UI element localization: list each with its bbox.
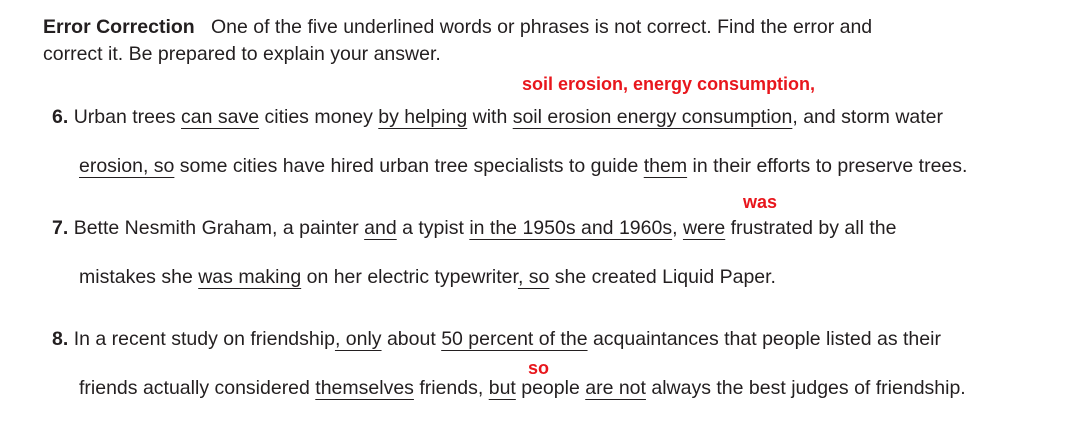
item-8-text: about bbox=[381, 328, 442, 350]
item-8-number: 8. bbox=[52, 328, 69, 350]
item-6-text: cities money bbox=[259, 106, 379, 128]
item-7-text: mistakes she bbox=[79, 266, 199, 288]
item-7-line-1: 7. Bette Nesmith Graham, a painter and a… bbox=[52, 216, 896, 240]
item-6-text: some cities have hired urban tree specia… bbox=[174, 155, 644, 177]
instructions-text-2: correct it. Be prepared to explain your … bbox=[43, 43, 441, 65]
item-6-underline-3: soil erosion energy consumption bbox=[512, 106, 793, 128]
item-6-correction: soil erosion, energy consumption, bbox=[522, 74, 816, 94]
item-7-text: a typist bbox=[396, 217, 470, 239]
item-8-underline-3: themselves bbox=[315, 377, 414, 399]
item-8-text: acquaintances that people listed as thei… bbox=[587, 328, 941, 350]
item-6-line-1: 6. Urban trees can save cities money by … bbox=[52, 105, 943, 129]
item-7-text: on her electric typewriter bbox=[301, 266, 518, 288]
item-7-text: , bbox=[672, 217, 683, 239]
item-7-correction: was bbox=[743, 192, 778, 212]
item-8-line-1: 8. In a recent study on friendship, only… bbox=[52, 327, 941, 351]
item-6-line-2: erosion, so some cities have hired urban… bbox=[79, 154, 967, 178]
item-8-text: In a recent study on friendship bbox=[73, 328, 335, 350]
item-7-line-2: mistakes she was making on her electric … bbox=[79, 265, 776, 289]
instructions-line-1: Error Correction One of the five underli… bbox=[43, 15, 872, 39]
item-7-text: frustrated by all the bbox=[725, 217, 897, 239]
item-6-number: 6. bbox=[52, 106, 69, 128]
item-8-text: always the best judges of friendship. bbox=[645, 377, 966, 399]
item-8-underline-2: 50 percent of the bbox=[441, 328, 588, 350]
item-7-underline-1: and bbox=[364, 217, 397, 239]
item-7-underline-4: was making bbox=[198, 266, 302, 288]
item-7-underline-3: were bbox=[682, 217, 726, 239]
item-8-underline-5: are not bbox=[585, 377, 646, 399]
item-6-text: Urban trees bbox=[73, 106, 181, 128]
instructions-text-1: One of the five underlined words or phra… bbox=[210, 16, 873, 38]
item-6-underline-2: by helping bbox=[378, 106, 468, 128]
item-7-underline-5: , so bbox=[517, 266, 550, 288]
item-6-underline-1: can save bbox=[181, 106, 260, 128]
item-8-text: friends, bbox=[413, 377, 489, 399]
item-6-text: , and storm water bbox=[792, 106, 943, 128]
item-6-text: in their efforts to preserve trees. bbox=[687, 155, 968, 177]
section-title: Error Correction bbox=[43, 16, 195, 38]
item-8-underline-4: but bbox=[488, 377, 516, 399]
item-7-underline-2: in the 1950s and 1960s bbox=[469, 217, 673, 239]
item-8-text: friends actually considered bbox=[79, 377, 316, 399]
item-8-underline-1: , only bbox=[334, 328, 382, 350]
item-6-underline-5: them bbox=[643, 155, 688, 177]
item-7-text: she created Liquid Paper. bbox=[549, 266, 776, 288]
item-7-number: 7. bbox=[52, 217, 69, 239]
instructions-line-2: correct it. Be prepared to explain your … bbox=[43, 42, 441, 66]
item-7-text: Bette Nesmith Graham, a painter bbox=[73, 217, 365, 239]
item-6-underline-4: erosion, so bbox=[79, 155, 175, 177]
item-8-line-2: friends actually considered themselves f… bbox=[79, 376, 966, 400]
item-6-text: with bbox=[467, 106, 513, 128]
item-8-text: people bbox=[515, 377, 586, 399]
item-8-correction: so bbox=[528, 358, 550, 378]
